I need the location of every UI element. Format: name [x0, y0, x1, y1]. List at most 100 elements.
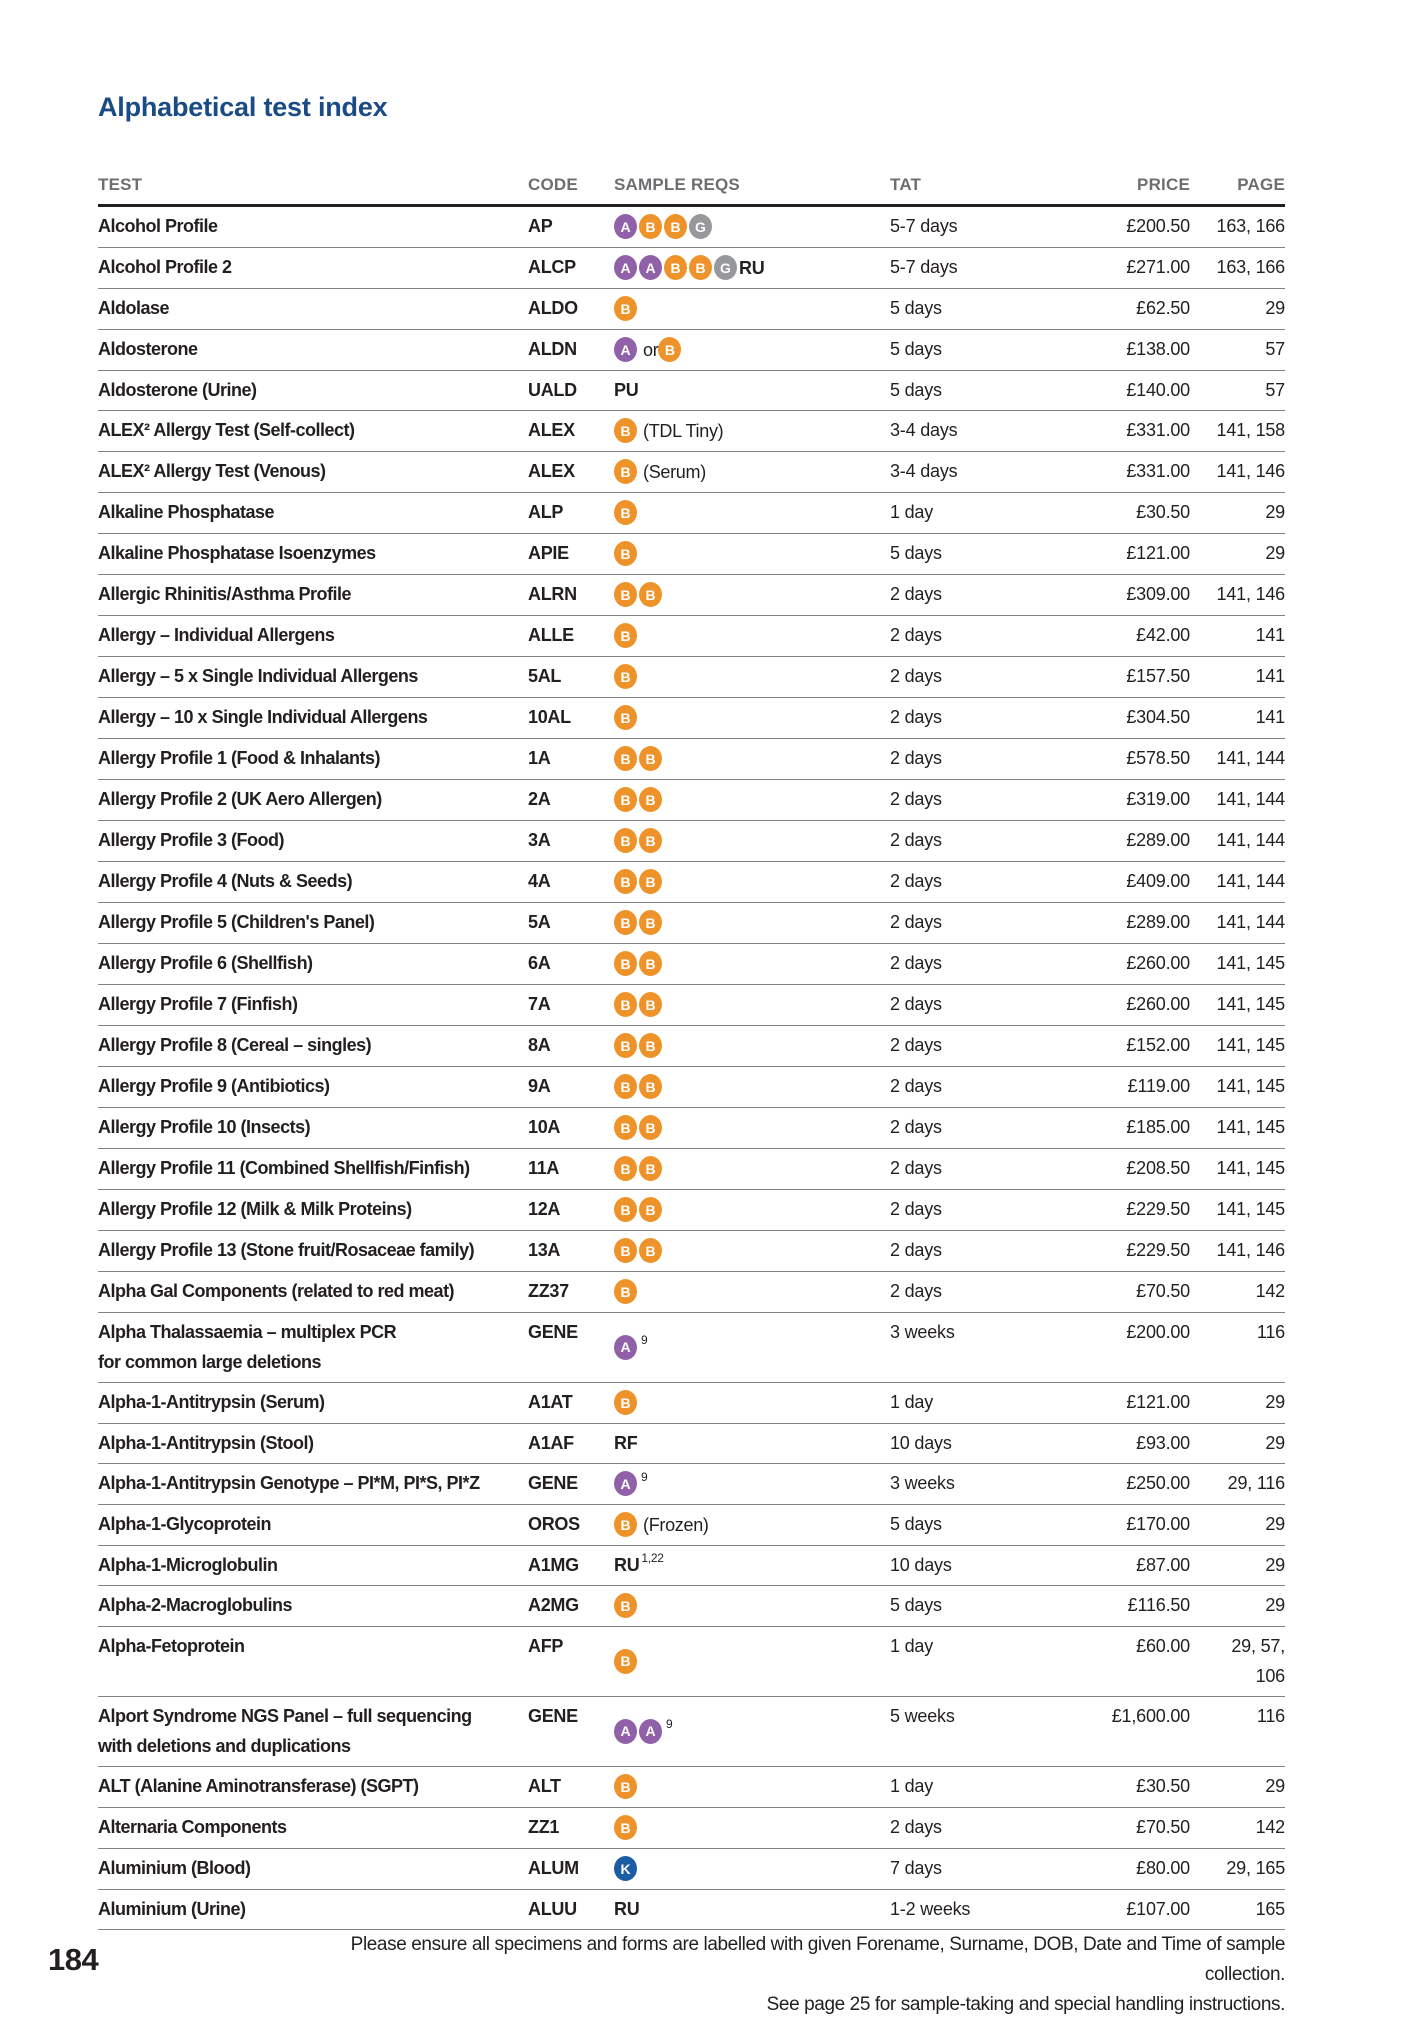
sample-badge-B: B	[614, 869, 637, 894]
sample-badge-B: B	[614, 1593, 637, 1618]
tat-cell: 3 weeks	[890, 1322, 955, 1342]
sample-note-text: (Serum)	[643, 461, 706, 482]
code-cell: ALEX	[528, 420, 575, 440]
test-cell: Allergy Profile 8 (Cereal – singles)	[98, 1026, 528, 1066]
sample-badge-B: B	[614, 828, 637, 853]
page-cell: 29	[1190, 1424, 1285, 1463]
code-cell: ALDN	[528, 339, 577, 359]
test-name: Alternaria Components	[98, 1817, 287, 1837]
price-cell: £304.50	[1126, 707, 1190, 727]
price-cell: £152.00	[1126, 1035, 1190, 1055]
test-cell: Alpha Gal Components (related to red mea…	[98, 1272, 528, 1312]
price-cell: £260.00	[1126, 994, 1190, 1014]
code-cell: ALRN	[528, 584, 577, 604]
table-row: Allergy Profile 1 (Food & Inhalants) 1A B B…	[98, 739, 1285, 780]
sample-badge-B: B	[639, 1033, 662, 1058]
page-cell: 141, 145	[1190, 944, 1286, 984]
page-cell: 29	[1190, 534, 1285, 574]
test-name: Aldolase	[98, 298, 170, 318]
table-row: Allergy Profile 13 (Stone fruit/Rosaceae…	[98, 1231, 1285, 1272]
column-header-page: PAGE	[1237, 175, 1285, 194]
test-name: Alpha-2-Macroglobulins	[98, 1595, 293, 1615]
page-ref: 141, 145	[1216, 1158, 1286, 1178]
table-row: Allergy Profile 12 (Milk & Milk Proteins…	[98, 1190, 1285, 1231]
sample-badge-A: A	[614, 337, 637, 362]
page-ref: 29	[1265, 502, 1285, 522]
table-row: Alpha Thalassaemia – multiplex PCR for co…	[98, 1313, 1285, 1383]
sample-badge-B: B	[614, 910, 637, 935]
test-cell: Alpha-1-Glycoprotein	[98, 1505, 528, 1545]
page-ref: 141	[1255, 666, 1286, 686]
test-name: Allergy Profile 3 (Food)	[98, 830, 285, 850]
test-name: Allergy Profile 5 (Children's Panel)	[98, 912, 375, 932]
test-name: Allergy Profile 2 (UK Aero Allergen)	[98, 789, 382, 809]
table-row: Allergy Profile 8 (Cereal – singles) 8A B B…	[98, 1026, 1285, 1067]
test-cell: Allergy Profile 11 (Combined Shellfish/F…	[98, 1149, 528, 1189]
table-row: Alkaline Phosphatase ALP B 1 day £30.50 29	[98, 493, 1285, 534]
tat-cell: 7 days	[890, 1858, 942, 1878]
test-name: Allergy Profile 13 (Stone fruit/Rosaceae…	[98, 1240, 475, 1260]
test-cell: Allergy – Individual Allergens	[98, 616, 528, 656]
page-ref: 142	[1255, 1281, 1286, 1301]
test-name: Allergy Profile 9 (Antibiotics)	[98, 1076, 330, 1096]
test-cell: Aldosterone	[98, 330, 528, 370]
sample-reqs-cell: RU	[614, 1890, 890, 1929]
price-cell: £208.50	[1126, 1158, 1190, 1178]
code-cell: 4A	[528, 871, 551, 891]
price-cell: £87.00	[1136, 1555, 1190, 1575]
table-row: Alpha-1-Antitrypsin (Serum) A1AT B 1 day £12…	[98, 1383, 1285, 1424]
price-cell: £229.50	[1126, 1240, 1190, 1260]
price-cell: £1,600.00	[1111, 1706, 1190, 1726]
test-cell: ALT (Alanine Aminotransferase) (SGPT)	[98, 1767, 528, 1807]
sample-badge-B: B	[639, 828, 662, 853]
page-ref: 141, 158	[1216, 420, 1286, 440]
price-cell: £119.00	[1127, 1076, 1191, 1096]
page-cell: 141, 144	[1190, 903, 1286, 943]
sample-badge-B: B	[614, 664, 637, 689]
table-row: Allergy Profile 2 (UK Aero Allergen) 2A B B…	[98, 780, 1285, 821]
code-cell: 12A	[528, 1199, 561, 1219]
page-cell: 141, 146	[1190, 1231, 1286, 1271]
sample-badge-B: B	[664, 214, 687, 239]
sample-reqs-cell: B	[614, 1767, 890, 1807]
test-name: Allergy Profile 1 (Food & Inhalants)	[98, 748, 381, 768]
test-cell: Allergy Profile 10 (Insects)	[98, 1108, 528, 1148]
price-cell: £200.00	[1126, 1322, 1190, 1342]
price-cell: £157.50	[1126, 666, 1190, 686]
test-name: Alpha-Fetoprotein	[98, 1636, 245, 1656]
sample-code-text: RU	[739, 257, 765, 278]
page-ref: 29	[1265, 1392, 1285, 1412]
test-name: Aldosterone	[98, 339, 198, 359]
code-cell: AFP	[528, 1636, 564, 1656]
sample-badge-B: B	[614, 787, 637, 812]
page-ref: 57	[1265, 380, 1285, 400]
page-cell: 29	[1190, 1586, 1285, 1626]
price-cell: £331.00	[1126, 461, 1190, 481]
code-cell: 5A	[528, 912, 551, 932]
sample-reqs-cell: RF	[614, 1424, 890, 1463]
price-cell: £70.50	[1136, 1281, 1190, 1301]
price-cell: £116.50	[1127, 1595, 1191, 1615]
price-cell: £121.00	[1126, 1392, 1190, 1412]
test-name: ALT (Alanine Aminotransferase) (SGPT)	[98, 1776, 419, 1796]
page-ref: 141, 146	[1216, 461, 1286, 481]
page-cell: 29	[1190, 1767, 1285, 1807]
page-cell: 141, 144	[1190, 862, 1286, 902]
tat-cell: 2 days	[890, 748, 942, 768]
test-cell: Allergy Profile 5 (Children's Panel)	[98, 903, 528, 943]
code-cell: ZZ37	[528, 1281, 569, 1301]
code-cell: 7A	[528, 994, 551, 1014]
test-cell: Alpha-2-Macroglobulins	[98, 1586, 528, 1626]
test-cell: Allergy Profile 1 (Food & Inhalants)	[98, 739, 528, 779]
page-ref: 57	[1265, 339, 1285, 359]
tat-cell: 5 days	[890, 298, 942, 318]
table-row: Aldolase ALDO B 5 days £62.50 29	[98, 289, 1285, 330]
sample-code-text: RU	[614, 1555, 640, 1575]
tat-cell: 2 days	[890, 912, 942, 932]
code-cell: GENE	[528, 1706, 578, 1726]
sample-badge-B: B	[614, 1648, 637, 1674]
sample-footnote: 1,22	[641, 1551, 664, 1565]
